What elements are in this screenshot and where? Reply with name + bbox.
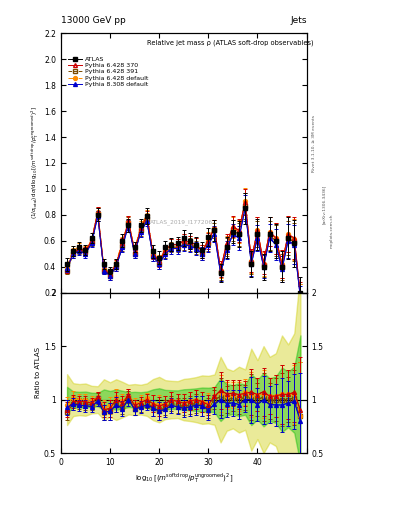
Y-axis label: Ratio to ATLAS: Ratio to ATLAS — [35, 347, 41, 398]
X-axis label: $\log_{10}[(m^{\rm soft\,drop}/p_{\rm T}^{\rm ungroomed})^2]$: $\log_{10}[(m^{\rm soft\,drop}/p_{\rm T}… — [135, 471, 233, 485]
Text: ATLAS_2019_I1772062: ATLAS_2019_I1772062 — [151, 220, 217, 225]
Text: 13000 GeV pp: 13000 GeV pp — [61, 15, 126, 25]
Text: mcplots.cern.ch: mcplots.cern.ch — [330, 213, 334, 248]
Y-axis label: $(1/\sigma_{\rm total})\,{\rm d}\sigma/{\rm d}\log_{10}[(m^{\rm soft\,drop}/p_{\: $(1/\sigma_{\rm total})\,{\rm d}\sigma/{… — [30, 106, 41, 219]
Text: Jets: Jets — [290, 15, 307, 25]
Text: [arXiv:1306.3436]: [arXiv:1306.3436] — [322, 185, 326, 224]
Legend: ATLAS, Pythia 6.428 370, Pythia 6.428 391, Pythia 6.428 default, Pythia 8.308 de: ATLAS, Pythia 6.428 370, Pythia 6.428 39… — [66, 54, 151, 90]
Text: Relative jet mass ρ (ATLAS soft-drop observables): Relative jet mass ρ (ATLAS soft-drop obs… — [147, 40, 314, 46]
Text: Rivet 3.1.10, ≥ 3M events: Rivet 3.1.10, ≥ 3M events — [312, 115, 316, 172]
